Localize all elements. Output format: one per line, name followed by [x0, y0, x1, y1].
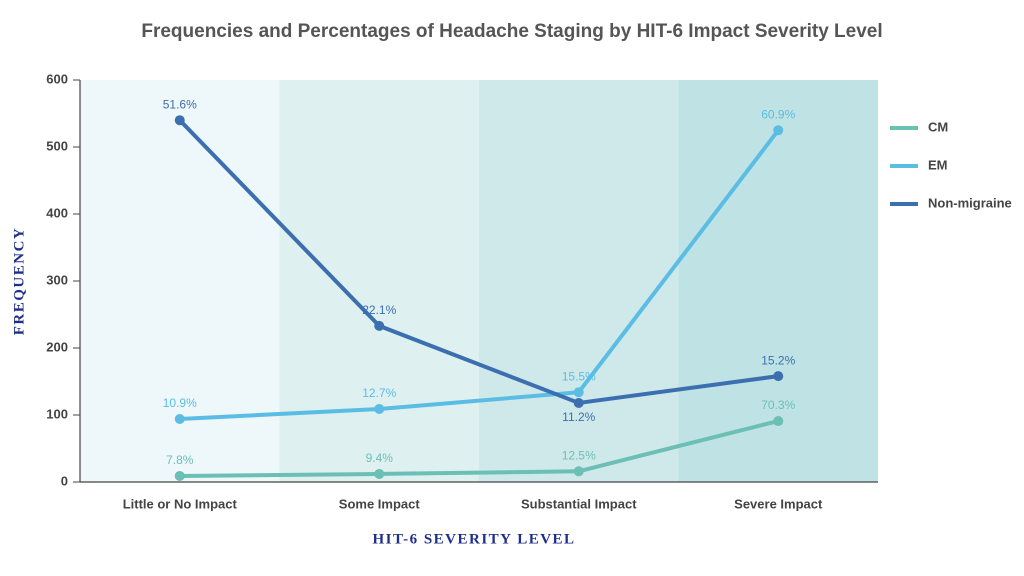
y-tick-label: 500: [46, 138, 68, 153]
x-axis-label: HIT-6 SEVERITY LEVEL: [372, 531, 575, 547]
band: [678, 80, 878, 482]
legend-label: EM: [928, 157, 948, 172]
point: [573, 387, 584, 398]
x-tick-label: Little or No Impact: [123, 496, 238, 511]
value-label: 10.9%: [163, 396, 197, 410]
y-axis-label: FREQUENCY: [11, 227, 27, 336]
value-label: 11.2%: [562, 410, 595, 424]
point: [174, 115, 185, 126]
point: [573, 466, 584, 477]
y-tick-label: 300: [46, 272, 68, 287]
point: [174, 414, 185, 425]
point: [374, 468, 385, 479]
value-label: 15.2%: [761, 353, 795, 367]
point: [573, 397, 584, 408]
value-label: 15.5%: [562, 369, 596, 383]
legend-label: CM: [928, 119, 948, 134]
point: [374, 320, 385, 331]
y-tick-label: 100: [46, 406, 68, 421]
point: [773, 125, 784, 136]
value-label: 9.4%: [366, 451, 394, 465]
line: [179, 129, 780, 422]
y-tick-label: 0: [61, 473, 68, 488]
value-label: 7.8%: [166, 453, 194, 467]
value-label: 12.7%: [362, 386, 396, 400]
value-label: 70.3%: [761, 398, 795, 412]
line: [179, 419, 779, 478]
point: [773, 371, 784, 382]
point: [174, 470, 185, 481]
x-tick-label: Severe Impact: [734, 496, 823, 511]
x-tick-label: Substantial Impact: [521, 496, 637, 511]
value-label: 60.9%: [761, 107, 795, 121]
line: [178, 118, 779, 405]
legend-label: Non-migraine: [928, 195, 1012, 210]
band: [279, 80, 479, 482]
chart-title: Frequencies and Percentages of Headache …: [141, 21, 882, 42]
y-tick-label: 200: [46, 339, 68, 354]
y-tick-label: 400: [46, 205, 68, 220]
band: [479, 80, 679, 482]
point: [773, 416, 784, 427]
point: [374, 403, 385, 414]
y-tick-label: 600: [46, 71, 68, 86]
x-tick-label: Some Impact: [339, 496, 421, 511]
value-label: 51.6%: [163, 97, 197, 111]
value-label: 12.5%: [562, 448, 596, 462]
value-label: 22.1%: [362, 303, 396, 317]
